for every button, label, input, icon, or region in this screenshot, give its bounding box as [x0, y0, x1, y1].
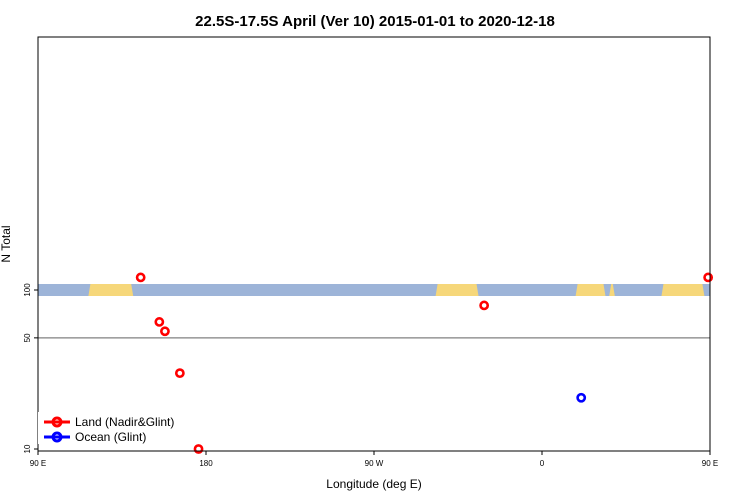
legend-land-label: Land (Nadir&Glint): [75, 415, 174, 429]
plot-frame: [37, 36, 711, 452]
longitude-map-strip: [38, 284, 710, 296]
map-land-segment: [435, 284, 479, 296]
legend-ocean-label: Ocean (Glint): [75, 430, 146, 444]
ocean-series: [576, 392, 587, 403]
y-axis-label: N Total: [0, 225, 13, 262]
y-tick-label: 100: [23, 283, 32, 297]
x-tick-label: 90 W: [365, 459, 384, 468]
legend-box: [38, 412, 188, 444]
land-point: [703, 272, 714, 283]
legend: Land (Nadir&Glint) Ocean (Glint): [38, 412, 188, 444]
x-tick-label: 180: [199, 459, 213, 468]
land-point: [193, 444, 204, 454]
map-land-segment: [661, 284, 705, 296]
legend-land-marker: [51, 416, 63, 428]
x-tick-label: 90 E: [30, 459, 46, 468]
map-land-segment: [575, 284, 606, 296]
x-tick-label: 90 E: [702, 459, 718, 468]
y-tick-label: 50: [23, 333, 32, 342]
land-point: [135, 272, 146, 283]
legend-ocean-marker: [51, 431, 63, 443]
land-point: [174, 368, 185, 379]
x-tick-label: 0: [540, 459, 545, 468]
y-axis: 1050100500100050001000050000: [23, 283, 38, 453]
map-land-segment: [88, 284, 134, 296]
x-axis: 90 E 180 90 W 0 90 E: [30, 451, 718, 468]
land-point: [160, 326, 170, 337]
y-tick-label: 10: [23, 444, 32, 453]
map-land-segment: [609, 284, 615, 296]
land-point: [479, 300, 490, 311]
map-ocean-band: [38, 284, 710, 296]
data-points: [135, 272, 714, 454]
chart-title: 22.5S-17.5S April (Ver 10) 2015-01-01 to…: [195, 13, 555, 30]
ocean-point: [576, 392, 587, 403]
x-axis-label: Longitude (deg E): [326, 477, 421, 491]
land-series: [135, 272, 714, 454]
land-point: [154, 317, 165, 327]
